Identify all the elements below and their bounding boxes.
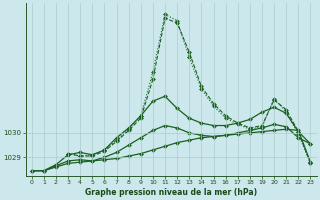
X-axis label: Graphe pression niveau de la mer (hPa): Graphe pression niveau de la mer (hPa) [85,188,257,197]
